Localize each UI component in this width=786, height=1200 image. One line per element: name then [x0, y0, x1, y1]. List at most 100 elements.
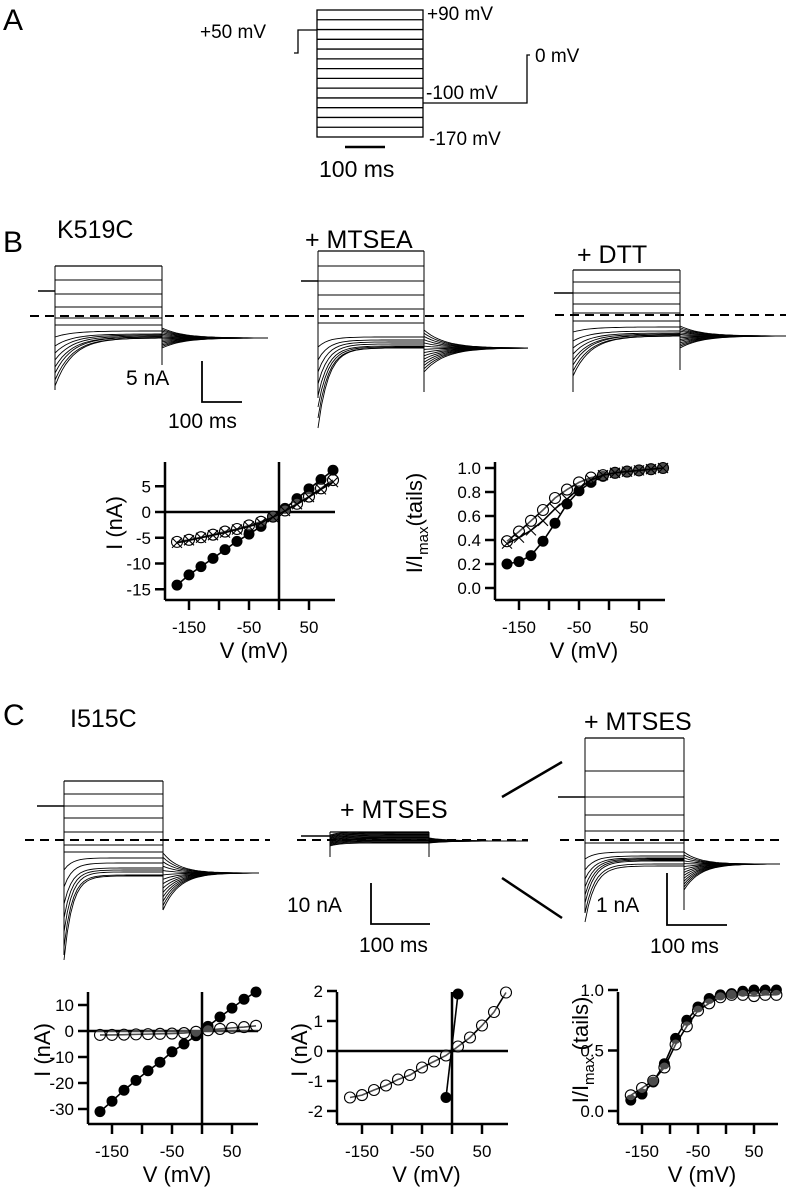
y-tick-label: 0.6: [457, 507, 481, 526]
x-tick-label: -50: [160, 1142, 185, 1161]
data-point-open: [560, 483, 574, 496]
y-tick-label: 0.4: [457, 531, 481, 550]
data-point-open: [770, 988, 783, 1001]
x-tick-label: -150: [345, 1142, 379, 1161]
y-tick-label: -10: [126, 555, 151, 574]
current-trace: [572, 334, 680, 366]
y-tick-label: 2: [314, 982, 323, 1001]
data-point-cross: [327, 476, 339, 488]
tail-label: -100 mV: [426, 83, 498, 104]
trace-title-mtses-zoom: + MTSES: [584, 708, 692, 736]
data-point-filled: [219, 544, 231, 556]
data-point-cross: [279, 505, 291, 517]
current-trace: [54, 334, 163, 354]
data-point-open: [499, 986, 513, 999]
current-trace: [572, 335, 680, 372]
current-trace: [54, 330, 162, 338]
data-point-cross: [645, 463, 657, 475]
x-tick-label: -50: [237, 618, 262, 637]
data-point-cross: [597, 469, 609, 481]
data-point-open: [225, 1021, 239, 1034]
panel-letter-b: B: [3, 226, 23, 259]
data-point-filled: [238, 993, 250, 1005]
tail-step: [423, 54, 530, 104]
tail-current-trace: [162, 872, 259, 906]
scalebar-b: [201, 361, 242, 403]
data-point-open: [548, 491, 562, 505]
x-axis-label: V (mV): [550, 638, 618, 663]
y-tick-label: -15: [126, 580, 151, 599]
data-point-filled: [190, 1030, 202, 1042]
current-trace: [329, 835, 429, 840]
x-axis-label: V (mV): [668, 1162, 736, 1187]
tail-current-trace: [162, 861, 259, 874]
data-point-filled: [207, 552, 219, 564]
y-tick-label: 1.0: [580, 981, 604, 1000]
y-tick-label: -10: [49, 1048, 74, 1067]
data-point-cross: [633, 465, 645, 476]
tail-current-trace: [683, 863, 780, 891]
data-point-filled: [525, 550, 537, 562]
y-axis-label: I/Imax (tails): [568, 997, 598, 1104]
voltage-protocol: [294, 9, 530, 138]
current-trace: [63, 869, 163, 919]
current-trace: [317, 347, 424, 429]
y-tick-label: 5: [142, 477, 151, 496]
current-trace: [584, 857, 684, 880]
y-tick-label: 10: [55, 996, 74, 1015]
data-point-open: [463, 1031, 477, 1044]
y-tick-label: -5: [136, 529, 151, 548]
current-trace: [584, 859, 684, 896]
current-trace: [63, 862, 163, 888]
data-point-filled: [501, 558, 513, 570]
data-point-cross: [231, 524, 243, 535]
series-line: [176, 481, 334, 544]
data-point-open: [658, 1061, 671, 1074]
data-point-open: [326, 474, 340, 487]
tail-current-trace: [423, 347, 528, 366]
step-box: [316, 9, 424, 138]
scalebar-c-left: [370, 883, 430, 925]
current-trace: [584, 858, 684, 888]
current-trace: [584, 855, 684, 871]
x-tick-label: -50: [410, 1142, 435, 1161]
data-point-open: [680, 1020, 693, 1033]
data-point-cross: [585, 474, 597, 486]
data-point-filled: [440, 1092, 452, 1103]
current-trace: [63, 867, 163, 905]
holding-step: [294, 29, 317, 54]
data-point-open: [451, 1040, 465, 1053]
data-point-open: [379, 1079, 393, 1092]
data-point-filled: [513, 556, 525, 568]
y-axis-label: I/Imax(tails): [402, 473, 432, 573]
data-point-cross: [171, 537, 183, 549]
data-point-open: [635, 1081, 649, 1095]
data-point-open: [703, 997, 716, 1010]
data-point-open: [177, 1027, 191, 1040]
zoom-connector-line: [501, 760, 563, 799]
data-point-open: [669, 1038, 682, 1051]
data-point-filled: [183, 569, 195, 581]
time-scalebar-label: 100 ms: [319, 156, 394, 182]
data-point-filled: [636, 1088, 648, 1100]
current-trace: [572, 330, 680, 342]
current-trace: [584, 860, 684, 904]
data-point-filled: [130, 1074, 142, 1086]
data-point-open: [536, 503, 550, 517]
y-tick-label: 0: [314, 1042, 323, 1061]
y-tick-label: 1: [314, 1012, 323, 1031]
y-tick-label: 0: [142, 503, 151, 522]
y-tick-label: 0: [65, 1022, 74, 1041]
data-point-cross: [537, 515, 549, 527]
current-trace: [572, 326, 680, 333]
current-trace: [329, 833, 429, 838]
x-axis-label: V (mV): [220, 638, 288, 663]
data-point-open: [237, 1021, 251, 1034]
data-point-open: [254, 515, 268, 528]
y-axis-label: I (nA): [30, 1023, 55, 1077]
data-point-open: [165, 1027, 179, 1040]
data-point-filled: [214, 1011, 226, 1023]
plot-b-activation: -150 -50 50 0.0 0.2 0.4 0.6 0.8 1.0 V (mV) I/Imax(…: [402, 459, 670, 663]
trace-title-dtt: + DTT: [577, 241, 647, 269]
